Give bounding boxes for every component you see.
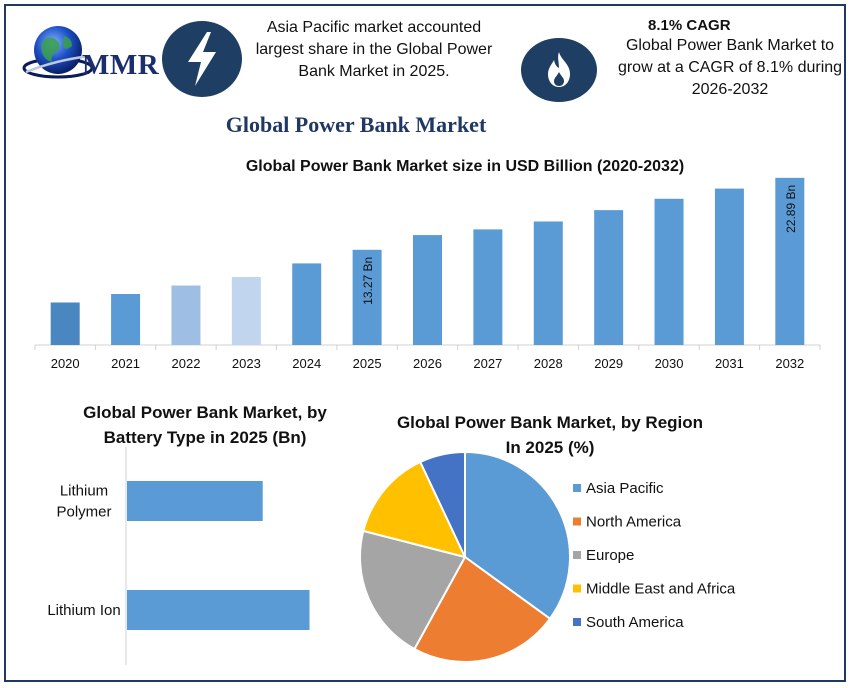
highlight-left-line-3: Bank Market in 2025.: [298, 63, 450, 80]
region-chart-title-line-1: Global Power Bank Market, by Region: [396, 413, 704, 432]
highlight-right-line-2: grow at a CAGR of 8.1% during: [617, 59, 843, 76]
globe-logo-icon: [22, 26, 92, 79]
logo-text: MMR: [82, 49, 160, 81]
bar-2024: [292, 263, 322, 345]
main-title: Global Power Bank Market: [225, 112, 487, 137]
x-tick-label-2027: 2027: [473, 356, 502, 371]
x-tick-label-2032: 2032: [775, 356, 804, 371]
pie-slice-north-america: [413, 555, 552, 663]
x-tick-label-2025: 2025: [353, 356, 382, 371]
legend-swatch-2: [573, 551, 581, 559]
pie-slice-south-america: [418, 450, 466, 558]
highlight-left-line-1: Asia Pacific market accounted: [266, 19, 482, 36]
highlight-right-line-1: Global Power Bank Market to: [625, 37, 835, 54]
highlight-right: Global Power Bank Market to grow at a CA…: [610, 35, 850, 101]
region-chart-title: Global Power Bank Market, by Region In 2…: [370, 410, 730, 460]
bar-chart-title: Global Power Bank Market size in USD Bil…: [245, 158, 685, 175]
x-tick-label-2030: 2030: [655, 356, 684, 371]
legend-label-2: Europe: [586, 547, 634, 564]
page-frame: [4, 4, 846, 682]
pie-slice-europe: [359, 529, 467, 651]
x-tick-label-2020: 2020: [51, 356, 80, 371]
legend-swatch-0: [573, 484, 581, 492]
legend-label-0: Asia Pacific: [586, 480, 664, 497]
legend-label-4: South America: [586, 614, 684, 631]
bar-2032: [775, 177, 805, 345]
battery-chart-title-line-1: Global Power Bank Market, by: [83, 403, 327, 422]
bar-2027: [473, 229, 503, 345]
legend-swatch-3: [573, 584, 581, 593]
battery-chart-title-line-2: Battery Type in 2025 (Bn): [103, 428, 307, 447]
pie-slice-asia-pacific: [464, 450, 571, 621]
lightning-icon: [188, 32, 216, 86]
legend-swatch-4: [573, 618, 581, 626]
bar-2030: [654, 198, 684, 345]
x-tick-label-2021: 2021: [111, 356, 140, 371]
bar-2025: [352, 249, 382, 345]
battery-bar-1: [127, 590, 310, 630]
battery-label-0-1: Polymer: [56, 504, 111, 521]
x-tick-label-2022: 2022: [172, 356, 201, 371]
legend-swatch-1: [573, 517, 581, 526]
bar-2029: [594, 210, 624, 345]
cagr-title: 8.1% CAGR: [648, 17, 731, 34]
region-chart-title-line-2: In 2025 (%): [505, 438, 595, 457]
battery-bar-0: [127, 481, 263, 521]
legend-label-3: Middle East and Africa: [586, 581, 736, 598]
bar-2028: [533, 221, 563, 345]
battery-chart-title: Global Power Bank Market, by Battery Typ…: [40, 400, 370, 450]
bar-2023: [231, 277, 261, 345]
lightning-circle: [162, 21, 242, 97]
bar-2031: [714, 188, 744, 345]
battery-label-1-0: Lithium Ion: [47, 602, 120, 619]
x-tick-label-2024: 2024: [292, 356, 321, 371]
bar-2021: [111, 294, 141, 345]
x-tick-label-2026: 2026: [413, 356, 442, 371]
bar-2026: [413, 235, 442, 345]
data-label-2025: 13.27 Bn: [361, 257, 375, 305]
x-tick-label-2029: 2029: [594, 356, 623, 371]
bar-2022: [171, 285, 201, 345]
flame-circle: [521, 38, 597, 102]
x-tick-label-2031: 2031: [715, 356, 744, 371]
highlight-left: Asia Pacific market accounted largest sh…: [244, 17, 504, 83]
bar-2020: [50, 302, 80, 345]
highlight-right-line-3: 2026-2032: [691, 81, 769, 98]
highlight-left-line-2: largest share in the Global Power: [255, 41, 493, 58]
legend-label-1: North America: [586, 514, 682, 531]
x-tick-label-2023: 2023: [232, 356, 261, 371]
data-label-2032: 22.89 Bn: [784, 185, 798, 233]
battery-label-0-0: Lithium: [60, 483, 108, 500]
x-tick-label-2028: 2028: [534, 356, 563, 371]
pie-slice-middle-east-and-africa: [362, 460, 467, 559]
flame-icon: [548, 52, 570, 87]
